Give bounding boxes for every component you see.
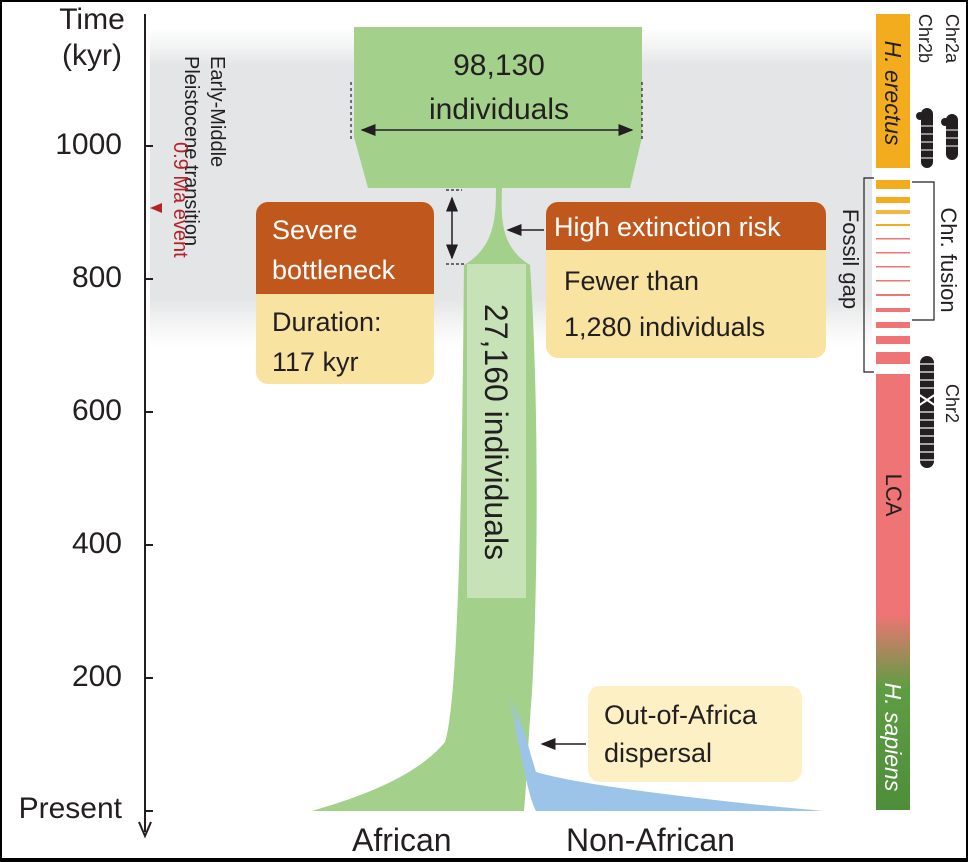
extinction-risk-body: Fewer than 1,280 individuals — [546, 250, 826, 350]
chr-fusion-label: Chr. fusion — [936, 207, 961, 313]
tick-label-800: 800 — [71, 261, 122, 294]
chr2-label: Chr2 — [942, 384, 962, 424]
out-of-africa-box: Out-of-Africa dispersal — [588, 686, 802, 782]
chr2a-chromosome-icon — [941, 114, 958, 160]
extinction-risk-header: High extinction risk — [546, 202, 826, 250]
bottleneck-neck-shape — [464, 188, 530, 265]
tick-label-200: 200 — [71, 660, 122, 693]
bottleneck-title-line1: Severe — [272, 215, 358, 245]
bottleneck-duration-value: 117 kyr — [272, 347, 359, 377]
lca-sapiens-bar-segment — [876, 374, 910, 810]
bottleneck-box: Severe bottleneck Duration: 117 kyr — [256, 202, 434, 384]
lca-label: LCA — [881, 473, 906, 517]
axis-title-line2: (kyr) — [62, 39, 122, 72]
non-african-population-shape — [507, 692, 824, 811]
tick-label-600: 600 — [71, 394, 122, 427]
time-axis-tick-marks — [145, 145, 153, 812]
tick-label-present: Present — [18, 792, 122, 825]
chr2a-label: Chr2a — [942, 14, 962, 64]
bottleneck-box-header: Severe bottleneck — [256, 202, 434, 294]
event-label: 0.9 Ma event — [169, 142, 191, 258]
fossil-gap-label: Fossil gap — [838, 208, 863, 310]
out-of-africa-text: Out-of-Africa dispersal — [588, 686, 802, 772]
out-of-africa-line2: dispersal — [604, 738, 713, 768]
fossil-gap-bracket — [863, 177, 874, 373]
tick-label-1000: 1000 — [55, 128, 122, 161]
transition-label-line1: Early-Middle — [206, 56, 228, 168]
tick-label-400: 400 — [71, 527, 122, 560]
non-african-label: Non-African — [566, 822, 735, 858]
recovered-label-background — [467, 264, 526, 598]
bottleneck-box-body: Duration: 117 kyr — [256, 294, 434, 382]
african-label: African — [352, 822, 452, 858]
axis-title: Time (kyr) — [52, 2, 132, 74]
fossil-gap-stripes — [876, 180, 910, 364]
ancestral-unit: individuals — [428, 93, 570, 126]
event-marker-icon — [150, 203, 162, 213]
chr-fusion-bracket — [912, 181, 935, 321]
recovered-population-label: 27,160 individuals — [478, 303, 514, 561]
out-of-africa-line1: Out-of-Africa — [604, 700, 758, 730]
erectus-bar-segment — [876, 14, 910, 168]
ancestral-population-shape — [354, 27, 642, 188]
sapiens-label: H. sapiens — [880, 682, 906, 792]
extinction-risk-line2: 1,280 individuals — [564, 312, 766, 342]
bottleneck-title-line2: bottleneck — [272, 255, 396, 285]
ancestral-count-label: 98,130 individuals — [402, 44, 596, 132]
chr2-chromosome-icon — [917, 356, 937, 468]
ancestral-count: 98,130 — [453, 49, 545, 82]
bottleneck-duration-label: Duration: — [272, 307, 382, 337]
chr2b-chromosome-icon — [916, 108, 933, 168]
time-axis-arrowhead — [138, 821, 152, 839]
chr2b-label: Chr2b — [915, 14, 935, 64]
extinction-risk-box: High extinction risk Fewer than 1,280 in… — [546, 202, 826, 358]
erectus-label: H. erectus — [880, 40, 906, 146]
axis-title-line1: Time — [59, 3, 125, 36]
extinction-risk-line1: Fewer than — [564, 266, 700, 296]
